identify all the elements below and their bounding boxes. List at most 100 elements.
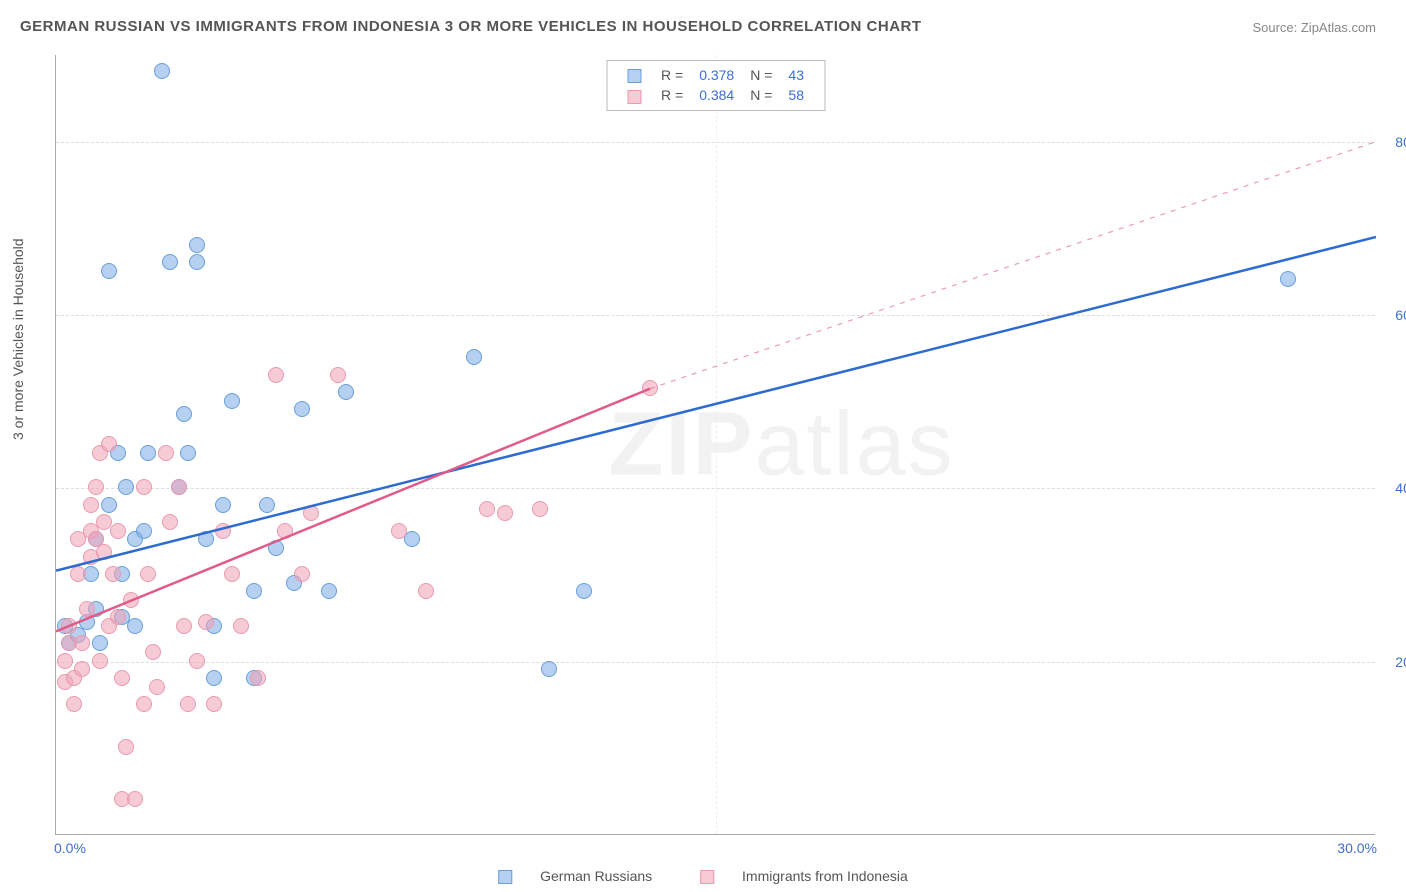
scatter-point [224, 566, 240, 582]
scatter-point [321, 583, 337, 599]
legend-label: German Russians [540, 868, 652, 884]
scatter-point [268, 367, 284, 383]
scatter-point [114, 670, 130, 686]
scatter-point [74, 661, 90, 677]
scatter-point [497, 505, 513, 521]
scatter-point [215, 523, 231, 539]
scatter-point [154, 63, 170, 79]
legend-n-value: 58 [780, 85, 812, 105]
legend-r-value: 0.378 [691, 65, 742, 85]
scatter-point [330, 367, 346, 383]
horizontal-gridline [56, 488, 1375, 489]
scatter-point [79, 601, 95, 617]
legend-n-label: N = [742, 85, 780, 105]
scatter-point [96, 544, 112, 560]
scatter-point [189, 653, 205, 669]
scatter-point [532, 501, 548, 517]
scatter-point [176, 618, 192, 634]
scatter-point [162, 254, 178, 270]
scatter-point [404, 531, 420, 547]
scatter-point [180, 696, 196, 712]
scatter-point [642, 380, 658, 396]
legend-n-value: 43 [780, 65, 812, 85]
scatter-point [180, 445, 196, 461]
scatter-point [189, 237, 205, 253]
scatter-point [149, 679, 165, 695]
scatter-point [101, 436, 117, 452]
scatter-point [70, 566, 86, 582]
scatter-point [294, 566, 310, 582]
legend-swatch [627, 90, 641, 104]
scatter-point [206, 670, 222, 686]
scatter-point [206, 696, 222, 712]
y-tick-label: 40.0% [1380, 480, 1406, 496]
scatter-point [541, 661, 557, 677]
legend-swatch [700, 870, 714, 884]
source-citation: Source: ZipAtlas.com [1252, 20, 1376, 35]
horizontal-gridline [56, 142, 1375, 143]
scatter-point [101, 263, 117, 279]
legend-n-label: N = [742, 65, 780, 85]
legend-label: Immigrants from Indonesia [742, 868, 908, 884]
scatter-point [83, 497, 99, 513]
scatter-point [162, 514, 178, 530]
scatter-point [268, 540, 284, 556]
scatter-point [215, 497, 231, 513]
scatter-point [92, 653, 108, 669]
x-tick-label: 30.0% [1337, 840, 1377, 856]
scatter-point [61, 618, 77, 634]
scatter-point [127, 791, 143, 807]
vertical-gridline [716, 55, 717, 834]
x-tick-label: 0.0% [54, 840, 86, 856]
scatter-point [92, 635, 108, 651]
scatter-point [479, 501, 495, 517]
chart-title: GERMAN RUSSIAN VS IMMIGRANTS FROM INDONE… [20, 18, 922, 35]
scatter-point [576, 583, 592, 599]
scatter-point [110, 609, 126, 625]
legend-swatch [498, 870, 512, 884]
scatter-point [250, 670, 266, 686]
scatter-point [127, 618, 143, 634]
trend-line [56, 389, 650, 632]
scatter-point [294, 401, 310, 417]
legend-r-value: 0.384 [691, 85, 742, 105]
horizontal-gridline [56, 662, 1375, 663]
scatter-point [66, 696, 82, 712]
scatter-point [176, 406, 192, 422]
scatter-point [198, 614, 214, 630]
scatter-point [88, 479, 104, 495]
scatter-plot-area: ZIPatlas 20.0%40.0%60.0%80.0%0.0%30.0%R … [55, 55, 1375, 835]
scatter-point [136, 479, 152, 495]
scatter-point [158, 445, 174, 461]
legend-item: German Russians [486, 868, 664, 884]
scatter-point [171, 479, 187, 495]
scatter-point [391, 523, 407, 539]
legend-r-label: R = [653, 65, 691, 85]
scatter-point [277, 523, 293, 539]
scatter-point [233, 618, 249, 634]
scatter-point [123, 592, 139, 608]
scatter-point [118, 739, 134, 755]
scatter-point [140, 445, 156, 461]
scatter-point [198, 531, 214, 547]
horizontal-gridline [56, 315, 1375, 316]
y-axis-label: 3 or more Vehicles in Household [10, 238, 26, 440]
scatter-point [189, 254, 205, 270]
watermark: ZIPatlas [608, 393, 954, 496]
scatter-point [303, 505, 319, 521]
scatter-point [1280, 271, 1296, 287]
y-tick-label: 60.0% [1380, 307, 1406, 323]
scatter-point [136, 696, 152, 712]
legend-item: Immigrants from Indonesia [688, 868, 920, 884]
y-tick-label: 80.0% [1380, 134, 1406, 150]
scatter-point [145, 644, 161, 660]
scatter-point [246, 583, 262, 599]
legend-r-label: R = [653, 85, 691, 105]
scatter-point [259, 497, 275, 513]
legend-bottom: German Russians Immigrants from Indonesi… [474, 868, 932, 884]
scatter-point [136, 523, 152, 539]
trend-line-extrapolated [650, 142, 1376, 389]
scatter-point [118, 479, 134, 495]
scatter-point [224, 393, 240, 409]
scatter-point [101, 497, 117, 513]
